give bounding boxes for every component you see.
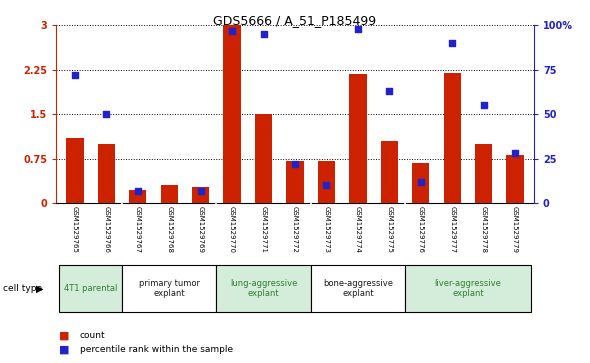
Text: GSM1529775: GSM1529775 (386, 206, 392, 253)
Bar (224, 25, 241, 203)
Bar (412, 163, 430, 203)
Text: ■: ■ (59, 344, 70, 354)
Text: GSM1529770: GSM1529770 (229, 206, 235, 253)
Point (133, 188, 143, 194)
Text: GDS5666 / A_51_P185499: GDS5666 / A_51_P185499 (214, 15, 376, 28)
Point (259, 31, 268, 37)
Bar (217, 265, 311, 312)
Point (510, 151, 520, 156)
Text: ■: ■ (59, 331, 70, 341)
Bar (318, 160, 335, 203)
Point (290, 161, 300, 167)
Bar (129, 190, 146, 203)
Text: bone-aggressive
explant: bone-aggressive explant (323, 279, 393, 298)
Bar (122, 265, 217, 312)
Text: GSM1529779: GSM1529779 (512, 206, 518, 253)
Point (353, 26, 363, 32)
Bar (311, 265, 405, 312)
Bar (66, 138, 84, 203)
Text: lung-aggressive
explant: lung-aggressive explant (230, 279, 297, 298)
Text: GSM1529768: GSM1529768 (166, 206, 172, 253)
Text: liver-aggressive
explant: liver-aggressive explant (434, 279, 502, 298)
Text: count: count (80, 331, 105, 340)
Text: GSM1529773: GSM1529773 (323, 206, 329, 253)
Point (227, 28, 237, 34)
Text: GSM1529778: GSM1529778 (481, 206, 487, 253)
Bar (98, 144, 115, 203)
Text: cell type: cell type (3, 284, 42, 293)
Bar (475, 144, 492, 203)
Bar (59, 265, 122, 312)
Text: GSM1529769: GSM1529769 (198, 206, 204, 253)
Point (322, 183, 331, 188)
Text: GSM1529765: GSM1529765 (72, 206, 78, 253)
Bar (506, 155, 524, 203)
Text: primary tumor
explant: primary tumor explant (139, 279, 200, 298)
Text: GSM1529771: GSM1529771 (261, 206, 267, 253)
Bar (405, 265, 531, 312)
Text: GSM1529767: GSM1529767 (135, 206, 141, 253)
Bar (349, 74, 366, 203)
Point (70, 72, 80, 78)
Text: 4T1 parental: 4T1 parental (64, 284, 117, 293)
Text: GSM1529776: GSM1529776 (418, 206, 424, 253)
Bar (160, 185, 178, 203)
Bar (192, 187, 209, 203)
Text: GSM1529766: GSM1529766 (103, 206, 109, 253)
Point (416, 179, 425, 185)
Text: GSM1529777: GSM1529777 (449, 206, 455, 253)
Point (479, 102, 489, 108)
Point (196, 188, 205, 194)
Bar (286, 160, 304, 203)
Point (101, 111, 111, 117)
Point (385, 88, 394, 94)
Text: GSM1529774: GSM1529774 (355, 206, 361, 253)
Text: ▶: ▶ (37, 284, 44, 294)
Point (447, 40, 457, 46)
Text: GSM1529772: GSM1529772 (292, 206, 298, 253)
Bar (255, 114, 272, 203)
Bar (444, 73, 461, 203)
Text: percentile rank within the sample: percentile rank within the sample (80, 345, 233, 354)
Bar (381, 141, 398, 203)
